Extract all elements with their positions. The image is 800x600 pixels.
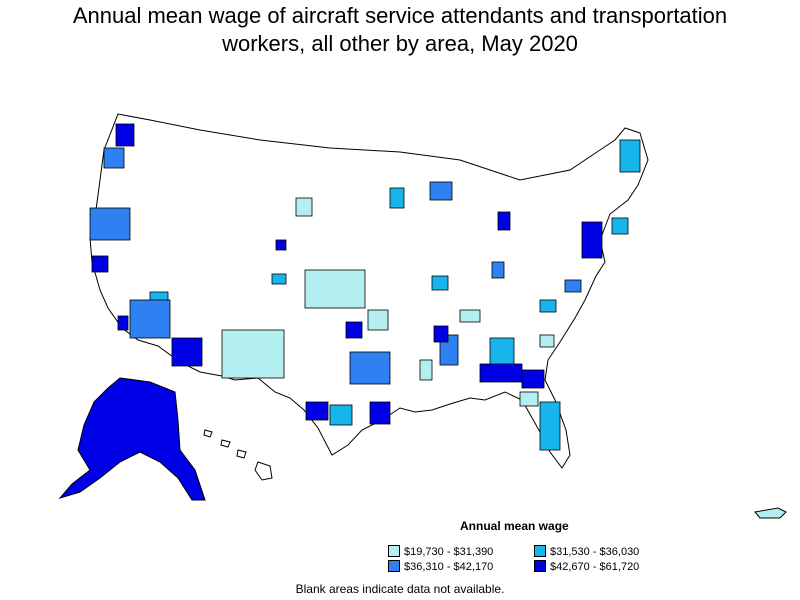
legend-item-4: $42,670 - $61,720 [534,560,639,574]
legend-swatch-3 [388,560,400,572]
puerto-rico-outline [754,507,787,519]
area-la-ca [117,315,129,331]
area-co [271,273,287,285]
area-atlanta [479,363,523,383]
area-ky [431,275,449,291]
legend-swatch-1 [388,545,400,557]
area-kansas [304,269,366,309]
area-tn [459,309,481,323]
area-new-mexico [221,329,285,379]
area-va [564,279,582,293]
area-maine [619,139,641,173]
area-fl-north [519,391,539,407]
legend-label-2: $31,530 - $36,030 [550,546,640,558]
area-dallas [345,321,363,339]
area-el-paso [305,401,329,421]
legend-label-4: $42,670 - $61,720 [550,561,640,573]
legend-label-3: $36,310 - $42,170 [404,561,494,573]
legend-swatch-2 [534,545,546,557]
area-washington [103,147,125,169]
area-memphis [433,325,449,343]
area-minnesota [429,181,453,201]
area-ne [611,217,629,235]
area-seattle [115,123,135,147]
area-charlotte [521,369,545,389]
footnote: Blank areas indicate data not available. [295,582,505,596]
legend-item-3: $36,310 - $42,170 [388,560,493,574]
alaska-outline [58,377,206,501]
area-la [349,351,391,385]
hawaii-islands [203,429,273,481]
legend-label-1: $19,730 - $31,390 [404,546,494,558]
map-title-line-1: Annual mean wage of aircraft service att… [72,3,728,28]
map-title: Annual mean wage of aircraft service att… [0,2,800,58]
area-detroit [497,211,511,231]
area-ms [419,359,433,381]
map-title-line-2: workers, all other by area, May 2020 [222,31,578,56]
area-tx-central [329,404,353,426]
legend-item-1: $19,730 - $31,390 [388,545,493,559]
area-houston [369,401,391,425]
area-oregon [89,207,131,241]
legend-title: Annual mean wage [460,519,569,533]
area-wv [539,299,557,313]
area-il [491,261,505,279]
area-ga [489,337,515,369]
legend-item-2: $31,530 - $36,030 [534,545,639,559]
area-nd [389,187,405,209]
area-nyc [581,221,603,259]
wage-areas [89,123,641,451]
area-arizona [129,299,171,339]
area-phoenix [171,337,203,367]
area-bay-area [91,255,109,273]
area-sc [539,334,555,348]
area-sd [295,197,313,217]
legend-swatch-4 [534,560,546,572]
area-fl [539,401,561,451]
area-denver [275,239,287,251]
area-oklahoma [367,309,389,331]
area-al [439,334,459,366]
